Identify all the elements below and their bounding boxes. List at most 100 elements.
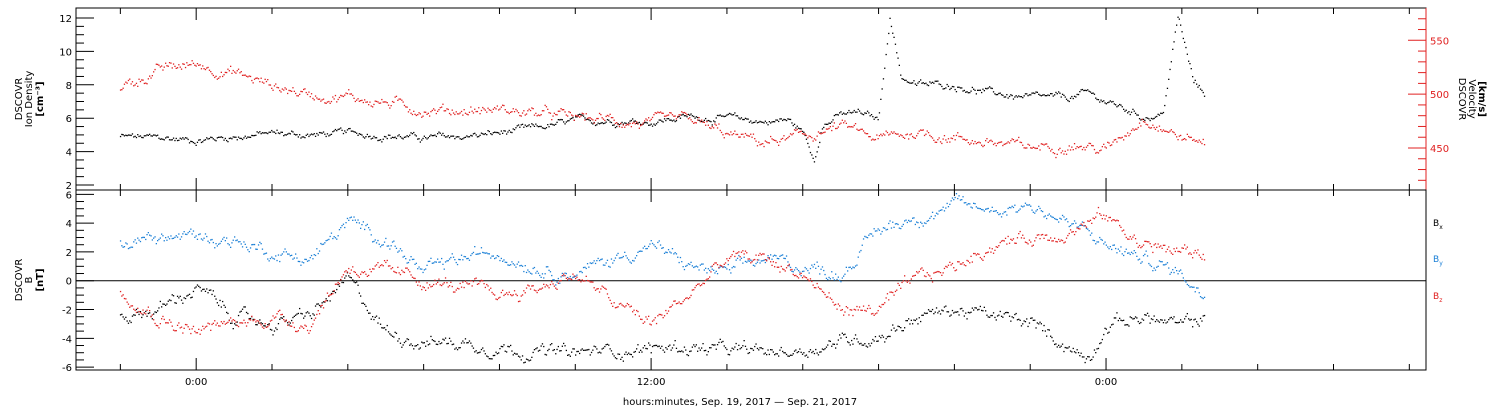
bz-point <box>381 264 383 266</box>
by-point <box>687 263 690 265</box>
bx-point <box>223 304 225 306</box>
bz-point <box>716 264 719 266</box>
velocity-point <box>203 68 205 70</box>
bz-point <box>1161 247 1163 249</box>
velocity-point <box>494 107 496 109</box>
velocity-point <box>1199 141 1202 143</box>
bx-point <box>1016 319 1019 321</box>
by-point <box>1000 216 1003 218</box>
velocity-point <box>284 87 286 89</box>
by-point <box>1177 273 1179 275</box>
by-point <box>1156 266 1158 268</box>
bx-point <box>638 351 640 353</box>
bx-point <box>983 306 985 308</box>
by-point <box>188 230 191 233</box>
by-point <box>651 242 654 245</box>
bz-point <box>239 322 241 324</box>
by-point <box>576 274 578 276</box>
density-point <box>674 120 676 123</box>
density-point <box>805 138 808 140</box>
by-point <box>249 247 252 249</box>
velocity-point <box>535 112 537 114</box>
density-point <box>837 114 839 116</box>
bz-point <box>766 260 768 262</box>
bz-point <box>215 324 217 326</box>
by-point <box>524 265 526 267</box>
velocity-point <box>613 119 615 121</box>
density-point <box>669 119 671 121</box>
bx-point <box>466 342 468 344</box>
by-point <box>464 256 467 258</box>
density-point <box>332 131 334 133</box>
by-point <box>831 271 833 273</box>
bx-point <box>648 342 650 344</box>
velocity-point <box>1169 130 1171 132</box>
bz-point <box>852 314 854 317</box>
bz-point <box>649 323 651 325</box>
density-point <box>653 123 655 125</box>
bx-point <box>1032 319 1034 321</box>
bz-point <box>375 264 378 266</box>
by-point <box>523 270 525 273</box>
velocity-point <box>746 134 748 136</box>
velocity-point <box>1048 147 1050 149</box>
by-point <box>987 207 989 210</box>
density-point <box>1051 93 1053 95</box>
velocity-point <box>714 123 716 125</box>
by-point <box>905 219 907 221</box>
velocity-point <box>913 137 915 139</box>
bz-point <box>892 291 894 294</box>
by-point <box>965 202 967 204</box>
bx-point <box>182 302 184 304</box>
density-point <box>289 133 291 135</box>
bx-point <box>187 294 189 296</box>
by-point <box>726 268 728 270</box>
by-point <box>768 257 770 259</box>
velocity-point <box>256 77 258 79</box>
bz-point <box>795 274 797 277</box>
density-point <box>904 79 906 81</box>
bz-point <box>1145 240 1147 243</box>
density-point <box>1028 94 1031 96</box>
bz-point <box>548 287 550 289</box>
bz-point <box>195 332 197 334</box>
density-point <box>1101 100 1103 103</box>
velocity-point <box>877 138 879 140</box>
bz-point <box>227 321 229 323</box>
density-point <box>746 118 748 120</box>
bx-point <box>508 346 510 348</box>
bz-point <box>929 275 931 277</box>
bz-point <box>495 298 497 300</box>
bx-point <box>494 354 496 357</box>
by-point <box>151 239 153 241</box>
density-point <box>580 114 582 116</box>
bz-point <box>807 278 809 281</box>
by-point <box>368 227 370 229</box>
density-point <box>191 141 193 143</box>
density-point <box>397 135 399 137</box>
velocity-point <box>462 114 464 116</box>
by-point <box>1100 238 1102 241</box>
by-point <box>544 273 546 275</box>
bz-point <box>695 284 697 287</box>
density-point <box>811 154 813 156</box>
velocity-point <box>204 68 207 71</box>
by-point <box>888 222 890 225</box>
density-point <box>202 141 204 143</box>
by-point <box>460 254 463 256</box>
density-point <box>606 119 609 121</box>
density-point <box>494 131 496 133</box>
density-point <box>267 132 269 135</box>
velocity-point <box>946 141 948 143</box>
bz-point <box>212 322 214 324</box>
bx-point <box>1121 320 1123 322</box>
velocity-point <box>1020 141 1023 144</box>
bz-point <box>168 319 171 321</box>
density-point <box>1128 111 1130 113</box>
bx-point <box>496 353 498 355</box>
density-point <box>1185 46 1187 49</box>
by-point <box>646 247 648 250</box>
by-point <box>207 240 209 242</box>
velocity-point <box>1085 146 1088 148</box>
bx-point <box>845 336 847 338</box>
